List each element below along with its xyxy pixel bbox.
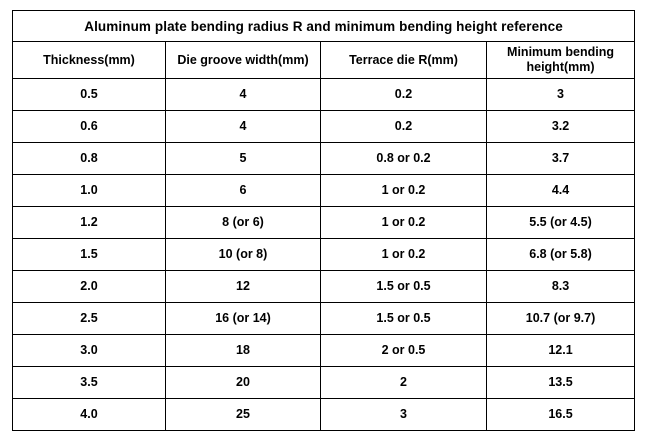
minimum-bending-height-cell: 5.5 (or 4.5): [485, 206, 636, 239]
minimum-bending-height-cell: 12.1: [485, 334, 636, 367]
thickness-cell: 0.8: [12, 142, 166, 175]
terrace-die-r-cell: 0.2: [320, 110, 487, 143]
thickness-cell: 1.0: [12, 174, 166, 207]
thickness-cell: 3.5: [12, 366, 166, 399]
table-row: 2.0 12 1.5 or 0.5 8.3: [12, 270, 636, 303]
table-row: 3.0 18 2 or 0.5 12.1: [12, 334, 636, 367]
die-groove-width-cell: 5: [165, 142, 321, 175]
thickness-cell: 3.0: [12, 334, 166, 367]
terrace-die-r-cell: 0.2: [320, 78, 487, 111]
terrace-die-r-cell: 1.5 or 0.5: [320, 270, 487, 303]
header-row: Thickness(mm) Die groove width(mm) Terra…: [12, 41, 636, 79]
column-header-thickness: Thickness(mm): [12, 41, 166, 79]
die-groove-width-cell: 4: [165, 78, 321, 111]
table-title: Aluminum plate bending radius R and mini…: [11, 10, 636, 42]
column-header-terrace-die-r: Terrace die R(mm): [320, 41, 487, 79]
bending-reference-table: Aluminum plate bending radius R and mini…: [11, 10, 636, 431]
thickness-cell: 0.6: [12, 110, 166, 143]
die-groove-width-cell: 16 (or 14): [165, 302, 321, 335]
terrace-die-r-cell: 1.5 or 0.5: [320, 302, 487, 335]
minimum-bending-height-cell: 3.2: [485, 110, 636, 143]
column-header-die-groove-width: Die groove width(mm): [165, 41, 321, 79]
thickness-cell: 1.5: [12, 238, 166, 271]
table-row: 1.2 8 (or 6) 1 or 0.2 5.5 (or 4.5): [12, 206, 636, 239]
thickness-cell: 0.5: [12, 78, 166, 111]
terrace-die-r-cell: 2: [320, 366, 487, 399]
table-row: 3.5 20 2 13.5: [12, 366, 636, 399]
minimum-bending-height-cell: 4.4: [485, 174, 636, 207]
minimum-bending-height-cell: 3.7: [485, 142, 636, 175]
die-groove-width-cell: 8 (or 6): [165, 206, 321, 239]
terrace-die-r-cell: 1 or 0.2: [320, 206, 487, 239]
table-row: 0.8 5 0.8 or 0.2 3.7: [12, 142, 636, 175]
table-row: 4.0 25 3 16.5: [12, 398, 636, 431]
die-groove-width-cell: 4: [165, 110, 321, 143]
die-groove-width-cell: 20: [165, 366, 321, 399]
terrace-die-r-cell: 1 or 0.2: [320, 238, 487, 271]
minimum-bending-height-cell: 6.8 (or 5.8): [485, 238, 636, 271]
table-row: 1.0 6 1 or 0.2 4.4: [12, 174, 636, 207]
thickness-cell: 1.2: [12, 206, 166, 239]
die-groove-width-cell: 25: [165, 398, 321, 431]
die-groove-width-cell: 6: [165, 174, 321, 207]
table-row: 0.6 4 0.2 3.2: [12, 110, 636, 143]
minimum-bending-height-cell: 10.7 (or 9.7): [485, 302, 636, 335]
thickness-cell: 4.0: [12, 398, 166, 431]
terrace-die-r-cell: 0.8 or 0.2: [320, 142, 487, 175]
table-row: 0.5 4 0.2 3: [12, 78, 636, 111]
terrace-die-r-cell: 1 or 0.2: [320, 174, 487, 207]
die-groove-width-cell: 10 (or 8): [165, 238, 321, 271]
minimum-bending-height-cell: 13.5: [485, 366, 636, 399]
terrace-die-r-cell: 2 or 0.5: [320, 334, 487, 367]
minimum-bending-height-cell: 16.5: [485, 398, 636, 431]
terrace-die-r-cell: 3: [320, 398, 487, 431]
die-groove-width-cell: 12: [165, 270, 321, 303]
reference-table-container: Aluminum plate bending radius R and mini…: [11, 10, 636, 431]
minimum-bending-height-cell: 3: [485, 78, 636, 111]
table-row: 2.5 16 (or 14) 1.5 or 0.5 10.7 (or 9.7): [12, 302, 636, 335]
column-header-minimum-bending-height: Minimum bending height(mm): [485, 41, 636, 79]
table-row: 1.5 10 (or 8) 1 or 0.2 6.8 (or 5.8): [12, 238, 636, 271]
thickness-cell: 2.0: [12, 270, 166, 303]
minimum-bending-height-cell: 8.3: [485, 270, 636, 303]
title-row: Aluminum plate bending radius R and mini…: [11, 10, 636, 42]
thickness-cell: 2.5: [12, 302, 166, 335]
die-groove-width-cell: 18: [165, 334, 321, 367]
